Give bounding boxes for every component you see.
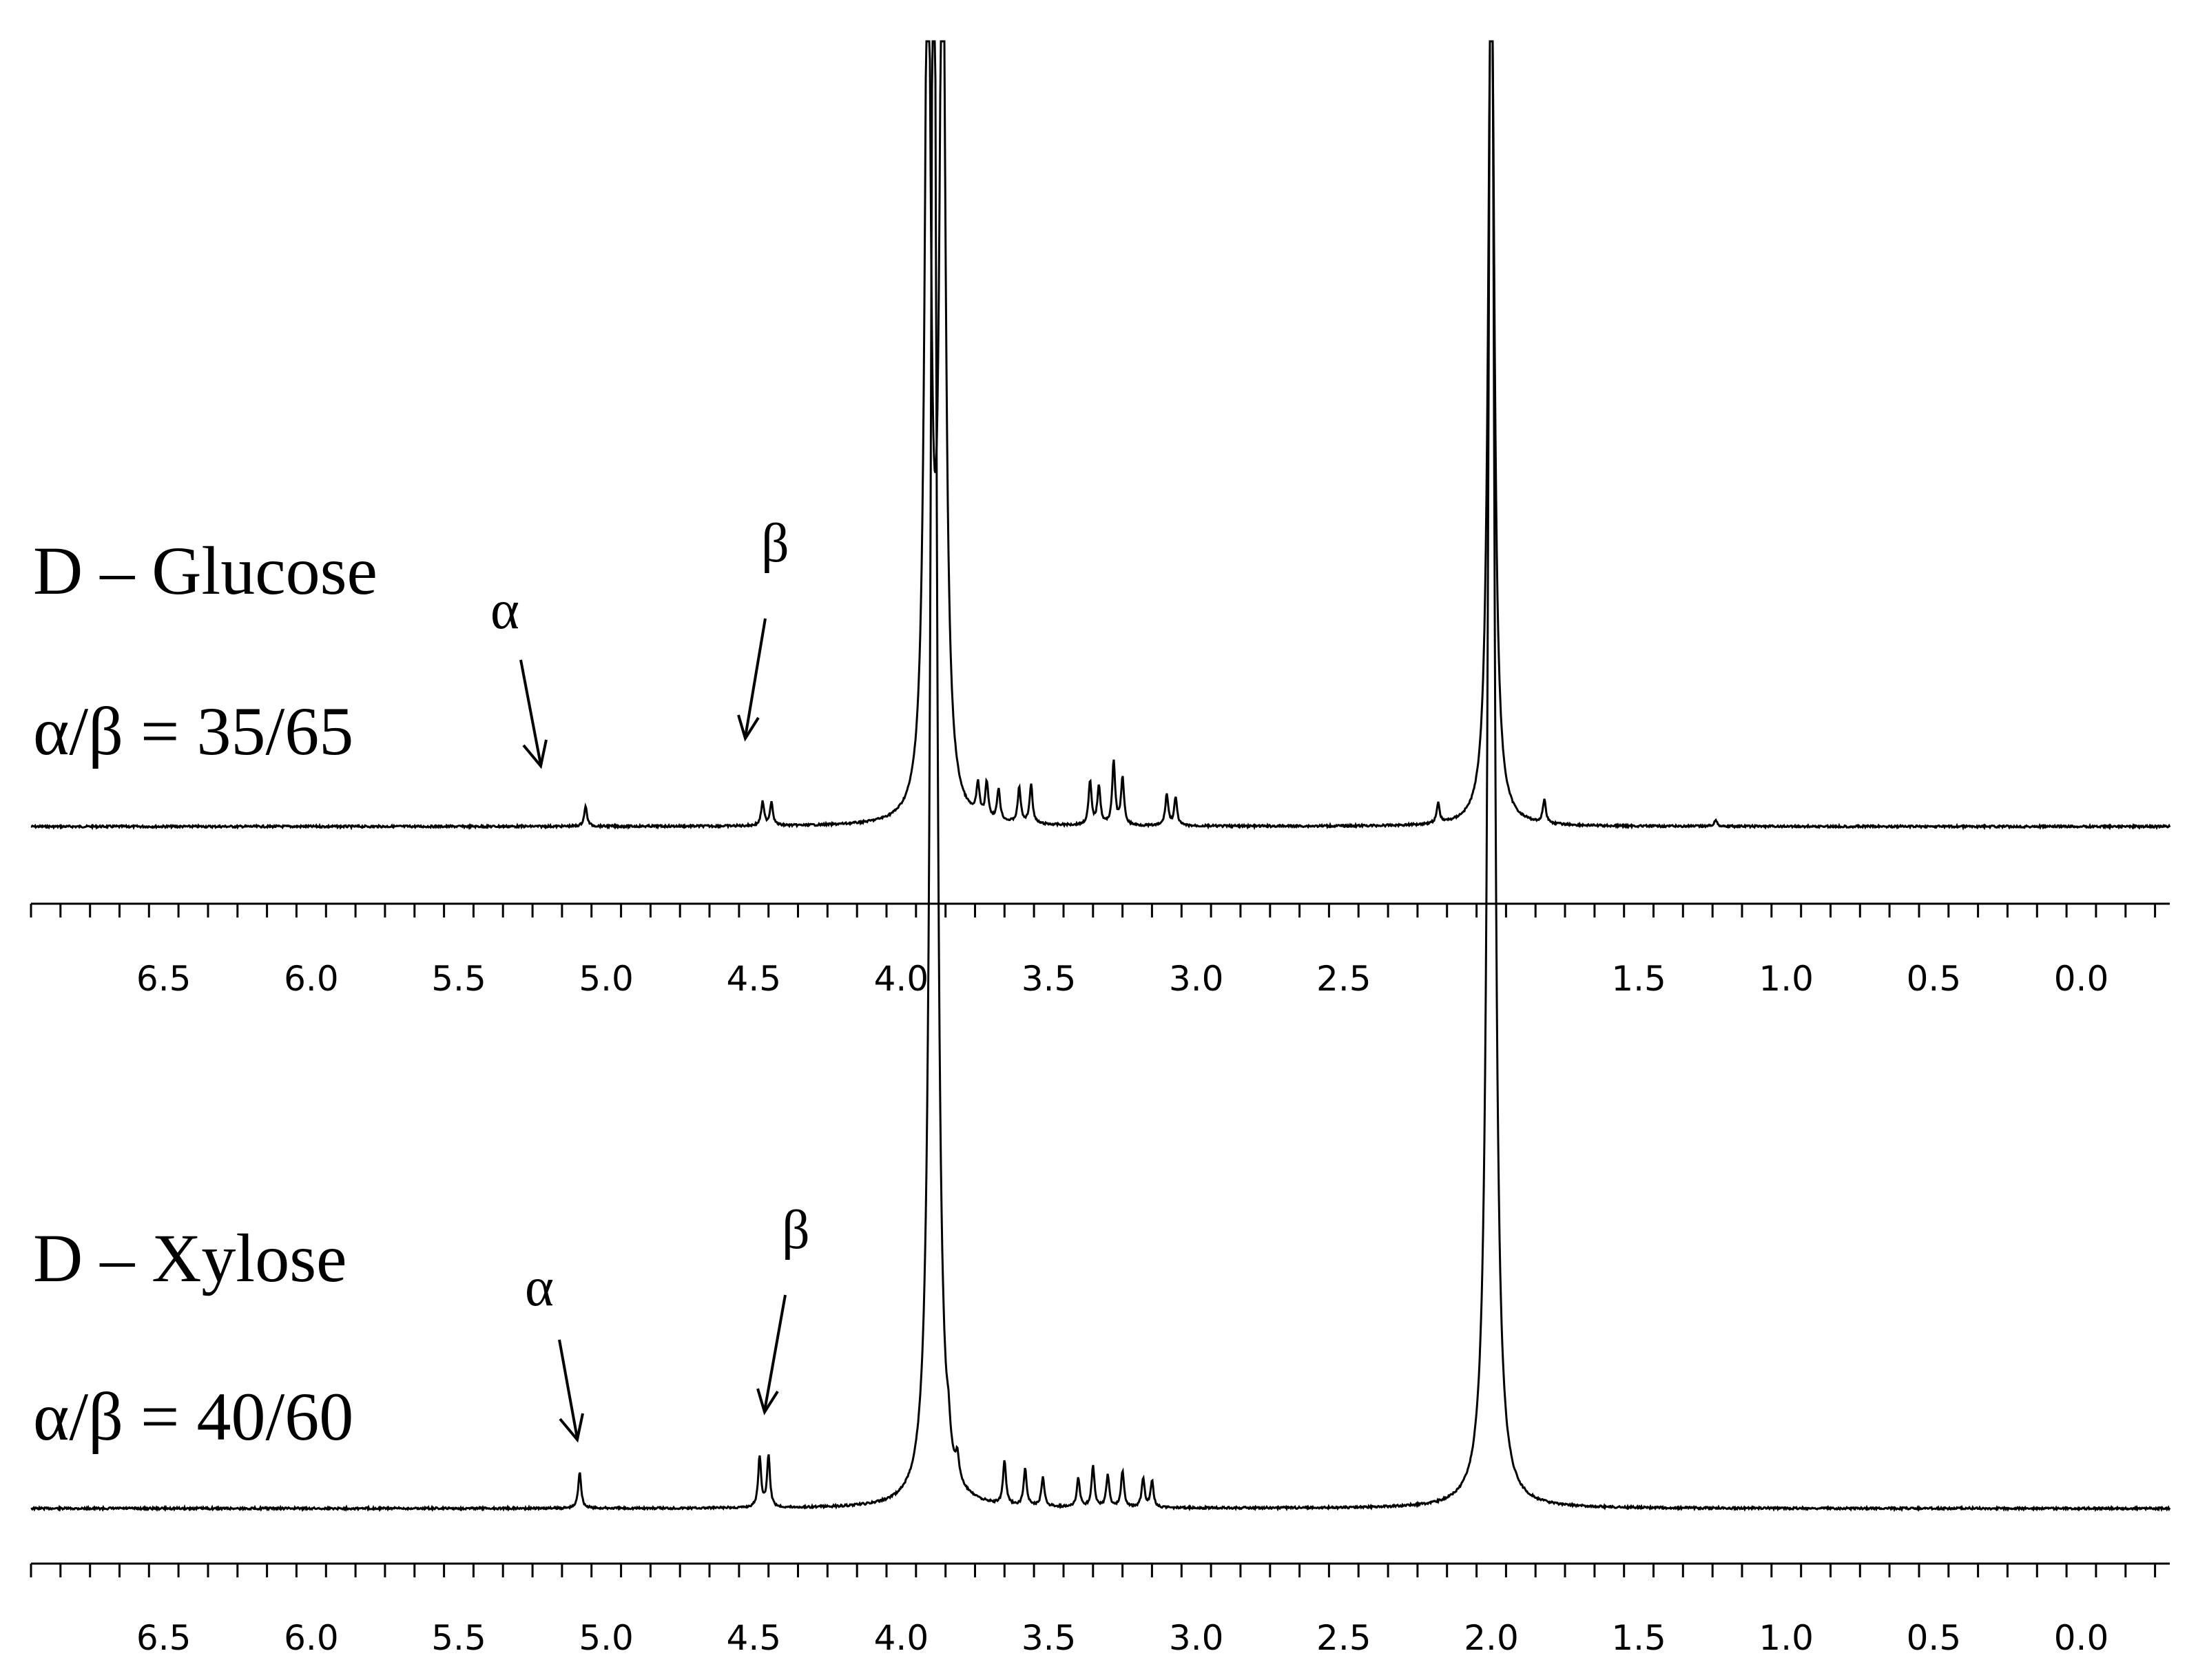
xylose-beta-label: β xyxy=(782,1200,810,1261)
glucose-beta-arrowhead xyxy=(737,714,760,742)
tick-label: 3.0 xyxy=(1169,959,1224,999)
glucose-beta-label: β xyxy=(761,513,789,574)
tick-label: 1.0 xyxy=(1759,959,1814,999)
xylose-beta-arrow xyxy=(763,1294,787,1411)
tick-label: 3.5 xyxy=(1022,959,1077,999)
tick-label: 1.5 xyxy=(1611,1618,1666,1658)
glucose-alpha-label: α xyxy=(490,580,519,641)
tick-label: 5.0 xyxy=(579,1618,634,1658)
tick-label: 1.0 xyxy=(1759,1618,1814,1658)
tick-label: 0.5 xyxy=(1907,959,1962,999)
glucose-title: D – Glucose xyxy=(33,532,377,609)
tick-label: 4.0 xyxy=(874,1618,929,1658)
glucose-panel: D – Glucose α/β = 35/65 α β 6.5 6.0 5.5 5.0… xyxy=(30,40,2171,999)
tick-label: 0.0 xyxy=(2054,959,2109,999)
xylose-beta-arrowhead xyxy=(756,1388,779,1415)
glucose-alpha-arrowhead xyxy=(522,739,548,769)
xylose-ratio-label: α/β = 40/60 xyxy=(33,1378,353,1455)
tick-label: 4.5 xyxy=(727,1618,782,1658)
tick-label: 5.5 xyxy=(431,1618,486,1658)
tick-label: 2.5 xyxy=(1316,959,1371,999)
glucose-spectrum-trace xyxy=(30,40,2171,831)
xylose-alpha-label: α xyxy=(525,1257,554,1318)
xylose-tick-labels: 6.5 6.0 5.5 5.0 4.5 4.0 3.5 3.0 2.5 2.0 1.5 1.0 0.5 0… xyxy=(136,1618,2108,1658)
tick-label: 2.0 xyxy=(1464,1618,1519,1658)
tick-label: 3.0 xyxy=(1169,1618,1224,1658)
xylose-ticks xyxy=(30,1564,2157,1577)
xylose-spectrum-trace xyxy=(30,40,2171,1513)
tick-label: 5.5 xyxy=(431,959,486,999)
glucose-beta-arrow xyxy=(744,618,767,738)
tick-label: 6.5 xyxy=(136,1618,191,1658)
tick-label: 4.0 xyxy=(874,959,929,999)
glucose-ratio-label: α/β = 35/65 xyxy=(33,693,353,769)
glucose-tick-labels: 6.5 6.0 5.5 5.0 4.5 4.0 3.5 3.0 2.5 1.5 1.0 0.5 0.0 xyxy=(136,959,2108,999)
tick-label: 0.0 xyxy=(2054,1618,2109,1658)
tick-label: 6.5 xyxy=(136,959,191,999)
glucose-ticks xyxy=(30,904,2157,917)
tick-label: 5.0 xyxy=(579,959,634,999)
xylose-title: D – Xylose xyxy=(33,1220,347,1296)
tick-label: 3.5 xyxy=(1022,1618,1077,1658)
glucose-alpha-arrow xyxy=(519,659,542,765)
tick-label: 6.0 xyxy=(284,959,339,999)
tick-label: 6.0 xyxy=(284,1618,339,1658)
tick-label: 2.5 xyxy=(1316,1618,1371,1658)
xylose-alpha-arrow xyxy=(558,1339,579,1439)
xylose-alpha-arrowhead xyxy=(559,1413,584,1443)
tick-label: 0.5 xyxy=(1907,1618,1962,1658)
xylose-panel: D – Xylose α/β = 40/60 α β 6.5 6.0 5.5 5.0 4… xyxy=(30,40,2171,1658)
tick-label: 4.5 xyxy=(727,959,782,999)
tick-label: 1.5 xyxy=(1611,959,1666,999)
